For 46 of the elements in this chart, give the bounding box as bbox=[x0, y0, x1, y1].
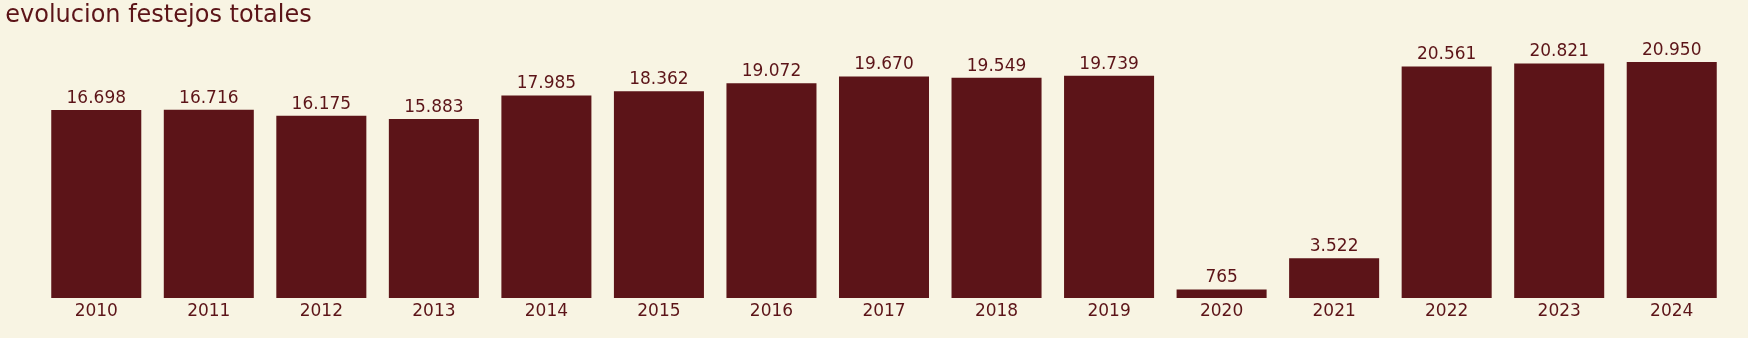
bar bbox=[276, 115, 367, 298]
chart-title: evolucion festejos totales bbox=[5, 0, 312, 28]
bar bbox=[388, 119, 479, 298]
bar bbox=[951, 77, 1042, 298]
bar bbox=[613, 91, 704, 298]
x-tick-label: 2016 bbox=[749, 300, 794, 320]
bar bbox=[51, 109, 142, 298]
data-label: 19.739 bbox=[1079, 52, 1139, 73]
bar bbox=[1626, 62, 1717, 298]
x-tick-label: 2020 bbox=[1199, 300, 1244, 320]
x-tick-label: 2018 bbox=[974, 300, 1019, 320]
bar bbox=[1064, 75, 1155, 298]
data-label: 19.549 bbox=[966, 54, 1027, 75]
data-label: 18.362 bbox=[629, 68, 689, 89]
x-tick-label: 2015 bbox=[637, 300, 681, 320]
bar bbox=[838, 76, 930, 298]
bar bbox=[1176, 289, 1267, 298]
x-tick-label: 2017 bbox=[862, 300, 906, 320]
bar bbox=[501, 95, 592, 298]
data-label: 16.698 bbox=[66, 86, 127, 107]
x-tick-label: 2023 bbox=[1537, 300, 1581, 320]
bar bbox=[1289, 258, 1380, 298]
x-tick-label: 2019 bbox=[1087, 300, 1131, 320]
bar bbox=[1514, 63, 1605, 298]
x-tick-label: 2013 bbox=[412, 300, 456, 320]
x-tick-label: 2010 bbox=[74, 300, 118, 320]
x-tick-label: 2021 bbox=[1312, 300, 1356, 320]
data-label: 765 bbox=[1205, 266, 1238, 287]
data-label: 20.821 bbox=[1529, 40, 1589, 61]
x-tick-label: 2022 bbox=[1425, 300, 1469, 320]
data-label: 19.072 bbox=[741, 60, 802, 81]
data-label: 3.522 bbox=[1309, 235, 1359, 256]
x-tick-label: 2012 bbox=[299, 300, 343, 320]
data-label: 16.716 bbox=[179, 86, 239, 107]
bar bbox=[1401, 66, 1492, 298]
x-tick-label: 2011 bbox=[187, 300, 231, 320]
data-label: 20.561 bbox=[1416, 43, 1477, 64]
bar bbox=[726, 83, 817, 298]
x-tick-label: 2024 bbox=[1650, 300, 1694, 320]
data-label: 20.950 bbox=[1641, 39, 1702, 59]
data-label: 16.175 bbox=[291, 92, 352, 113]
data-label: 15.883 bbox=[404, 96, 464, 117]
data-label: 19.670 bbox=[854, 53, 914, 74]
data-label: 17.985 bbox=[516, 72, 577, 93]
bar bbox=[163, 109, 254, 298]
x-tick-label: 2014 bbox=[524, 300, 569, 320]
